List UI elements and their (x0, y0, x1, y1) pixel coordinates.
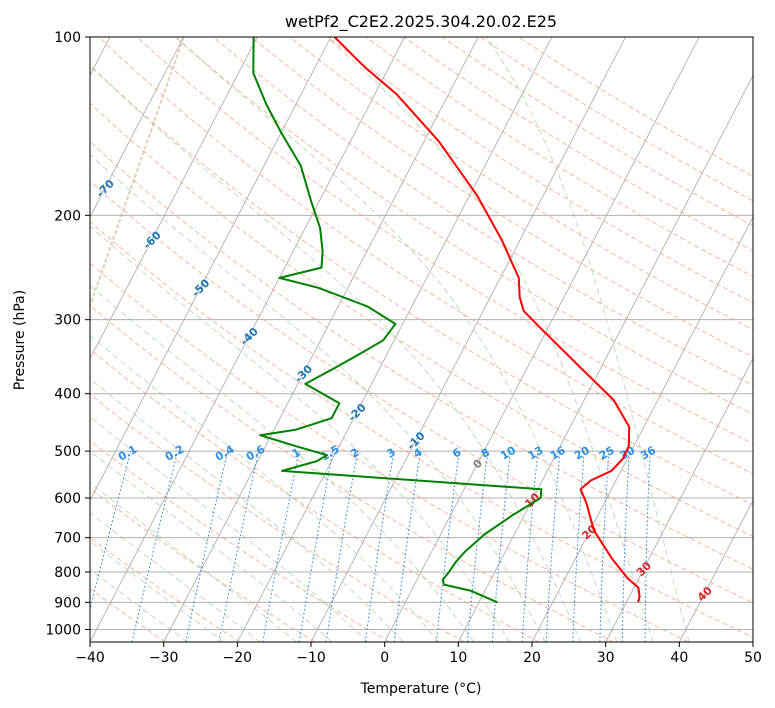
mixing-ratio-line (185, 450, 229, 642)
isotherm-line (90, 37, 332, 502)
y-tick-label: 600 (54, 491, 81, 507)
dry-adiabat (251, 37, 753, 358)
isotherm-line (90, 37, 258, 360)
isotherm-line (605, 357, 753, 642)
mixing-ratio-line (364, 451, 395, 642)
isotherm-line (90, 37, 405, 642)
dry-adiabat (327, 37, 753, 304)
x-tick-label: −30 (149, 650, 179, 666)
moist-adiabat (90, 225, 510, 642)
moist-adiabat (90, 540, 225, 642)
dry-adiabat (90, 537, 241, 642)
y-tick-label: 300 (54, 313, 81, 329)
dry-adiabat (136, 37, 753, 445)
isotherm-line (310, 37, 626, 642)
isotherm-line (531, 216, 753, 642)
dry-adiabat (90, 221, 753, 638)
dry-adiabat (212, 37, 753, 386)
isotherm-line (384, 37, 700, 642)
moist-adiabat (90, 153, 546, 642)
x-tick-label: −20 (223, 650, 253, 666)
isotherm-line (90, 37, 184, 218)
dry-adiabat (480, 37, 753, 202)
x-tick-label: −40 (75, 650, 105, 666)
chart-title: wetPf2_C2E2.2025.304.20.02.E25 (285, 12, 557, 32)
x-tick-label: −10 (296, 650, 326, 666)
x-tick-label: 50 (744, 650, 762, 666)
isotherm-line (457, 74, 753, 642)
mixing-ratio-line (90, 450, 132, 612)
moist-adiabat (90, 512, 261, 642)
dry-adiabat (365, 37, 753, 278)
y-tick-label: 900 (54, 595, 81, 611)
mixing-ratio-line (521, 451, 539, 642)
moist-adiabat (90, 334, 440, 642)
moist-adiabat (90, 450, 333, 642)
plot-frame (89, 36, 754, 643)
y-tick-label: 200 (54, 208, 81, 224)
y-axis-label: Pressure (hPa) (12, 290, 28, 390)
y-tick-label: 800 (54, 565, 81, 581)
y-tick-label: 500 (54, 444, 81, 460)
moist-adiabat (326, 37, 654, 642)
dry-adiabat (90, 180, 753, 604)
moist-adiabat (90, 378, 404, 642)
y-axis-ticks: 100 200 300 400 500 600 700 800 900 1000 (45, 30, 90, 638)
mixing-ratio-line (467, 451, 489, 642)
y-tick-label: 1000 (45, 622, 81, 638)
x-axis-ticks: −40 −30 −20 −10 0 10 20 30 40 50 (75, 642, 762, 666)
dry-adiabat (90, 393, 465, 642)
background-lines (90, 37, 753, 642)
moist-adiabat (175, 37, 618, 642)
isotherm-line (163, 37, 479, 642)
x-axis-label: Temperature (°C) (360, 681, 482, 697)
moist-adiabat (90, 482, 297, 642)
mixing-ratio-line (491, 451, 511, 642)
x-tick-label: 10 (449, 650, 467, 666)
moist-adiabat (90, 284, 475, 642)
profile-lines (252, 37, 641, 604)
x-tick-label: 30 (597, 650, 615, 666)
dry-adiabat (90, 262, 689, 642)
dry-adiabat (90, 141, 753, 570)
dewpoint-profile (252, 37, 543, 604)
dry-adiabat (90, 305, 614, 642)
x-tick-label: 40 (670, 650, 688, 666)
mixing-ratio-line (131, 450, 179, 642)
isotherm-line (678, 499, 753, 642)
dry-adiabat (90, 64, 753, 506)
moist-adiabat (486, 37, 690, 642)
dry-adiabat (90, 348, 540, 642)
moist-adiabat (90, 416, 369, 642)
dry-adiabat (98, 37, 753, 475)
mixing-ratio-line (393, 451, 421, 642)
dry-adiabat (442, 37, 753, 227)
mixing-ratio-line (435, 451, 460, 642)
y-tick-label: 400 (54, 387, 81, 403)
y-tick-label: 100 (54, 30, 81, 46)
x-tick-label: 0 (380, 650, 389, 666)
isotherm-line (236, 37, 553, 642)
y-tick-label: 700 (54, 531, 81, 547)
x-tick-label: 20 (523, 650, 541, 666)
